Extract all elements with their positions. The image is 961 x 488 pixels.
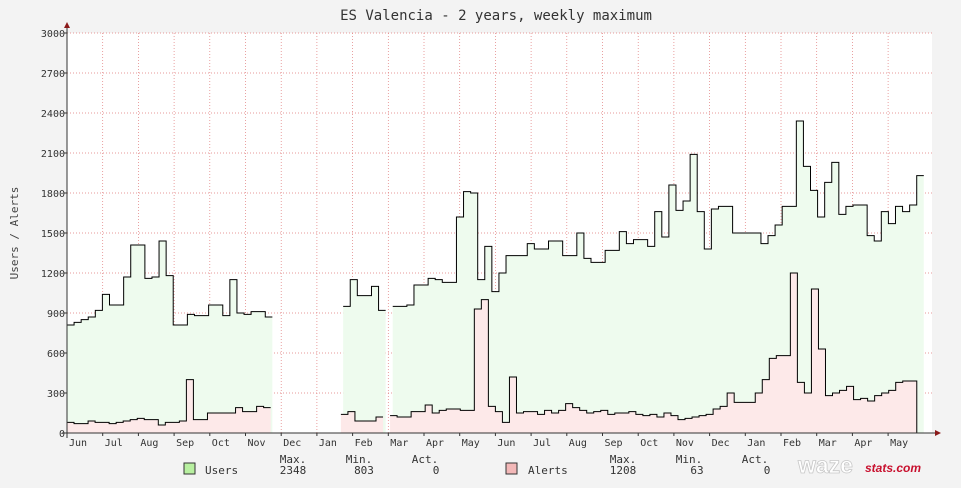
- y-tick-label: 900: [47, 309, 65, 320]
- legend-label-alerts: Alerts: [528, 464, 568, 477]
- legend-swatch-alerts: [505, 462, 518, 475]
- legend-col-act-users: Act.: [412, 453, 439, 466]
- series-line-users: [392, 120, 924, 307]
- series-line-alerts: [67, 379, 271, 426]
- y-ticks: 0 300 600 900 1200 1500 1800 2100 2400 2700 3000: [41, 29, 67, 440]
- y-tick-label: 2700: [41, 69, 65, 80]
- y-axis-label: Users / Alerts: [8, 187, 21, 280]
- x-tick-label: Feb: [783, 438, 801, 449]
- series-line-users: [67, 240, 273, 326]
- x-tick-label: Mar: [390, 438, 408, 449]
- x-tick-label: May: [890, 438, 908, 449]
- legend-col-min-users: Min.: [346, 453, 373, 466]
- x-tick-label: Jan: [319, 438, 337, 449]
- x-tick-label: Nov: [676, 438, 694, 449]
- x-tick-label: Mar: [819, 438, 837, 449]
- y-tick-label: 1200: [41, 269, 65, 280]
- y-tick-label: 600: [47, 349, 65, 360]
- legend-min-alerts: 63: [690, 464, 703, 477]
- y-tick-label: 2400: [41, 109, 65, 120]
- x-tick-label: Dec: [283, 438, 301, 449]
- x-tick-label: Jan: [747, 438, 765, 449]
- y-tick-label: 3000: [41, 29, 65, 40]
- y-tick-label: 0: [59, 429, 65, 440]
- x-tick-label: Jul: [533, 438, 551, 449]
- legend: Max. Min. Act. Users 2348 803 0 Max. Min…: [183, 453, 771, 477]
- series-line-alerts: [390, 272, 924, 434]
- series-lines: [67, 120, 924, 434]
- x-tick-label: Jul: [105, 438, 123, 449]
- legend-swatch-users: [183, 462, 196, 475]
- x-axis-arrow: [935, 430, 941, 436]
- legend-min-users: 803: [354, 464, 374, 477]
- series-fill-alerts: [340, 411, 384, 433]
- x-tick-label: Jun: [69, 438, 87, 449]
- x-tick-label: Oct: [212, 438, 230, 449]
- series-fill-users: [343, 279, 386, 433]
- waze-stats-logo: waze stats.com: [797, 452, 922, 479]
- series-line-alerts: [340, 411, 384, 422]
- y-axis-arrow: [64, 22, 70, 28]
- series-line-users: [343, 279, 386, 311]
- legend-act-alerts: 0: [764, 464, 771, 477]
- legend-col-max-users: Max.: [280, 453, 307, 466]
- chart-title: ES Valencia - 2 years, weekly maximum: [340, 8, 652, 24]
- x-tick-label: May: [462, 438, 480, 449]
- legend-col-min-alerts: Min.: [676, 453, 703, 466]
- x-tick-label: Aug: [140, 438, 158, 449]
- legend-max-users: 2348: [280, 464, 307, 477]
- logo-waze: waze: [797, 452, 853, 478]
- y-tick-label: 300: [47, 389, 65, 400]
- legend-max-alerts: 1208: [610, 464, 637, 477]
- legend-col-act-alerts: Act.: [742, 453, 769, 466]
- x-tick-label: Nov: [248, 438, 266, 449]
- x-ticks: Jun Jul Aug Sep Oct Nov Dec Jan Feb Mar Apr May Jun J…: [66, 433, 908, 449]
- x-tick-label: Aug: [569, 438, 587, 449]
- series-fill-alerts: [67, 379, 271, 433]
- x-tick-label: Jun: [497, 438, 515, 449]
- y-tick-label: 1500: [41, 229, 65, 240]
- series-fill-users: [67, 241, 273, 433]
- x-tick-label: Apr: [854, 438, 872, 449]
- x-tick-label: Dec: [712, 438, 730, 449]
- legend-col-max-alerts: Max.: [610, 453, 637, 466]
- x-tick-label: Apr: [426, 438, 444, 449]
- y-tick-label: 2100: [41, 149, 65, 160]
- x-tick-label: Oct: [640, 438, 658, 449]
- legend-label-users: Users: [205, 464, 238, 477]
- legend-act-users: 0: [433, 464, 440, 477]
- y-tick-label: 1800: [41, 189, 65, 200]
- x-tick-label: Feb: [355, 438, 373, 449]
- logo-stats: stats.com: [865, 461, 921, 475]
- x-tick-label: Sep: [605, 438, 623, 449]
- x-tick-label: Sep: [176, 438, 194, 449]
